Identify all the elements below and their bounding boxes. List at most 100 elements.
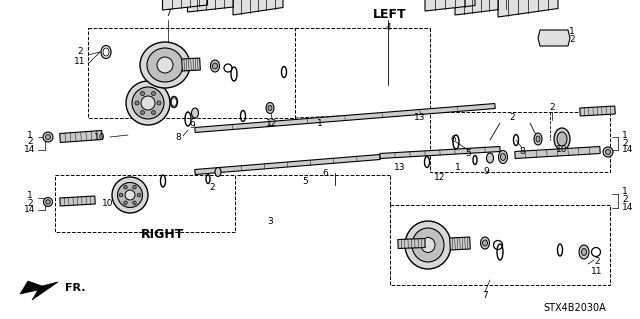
Ellipse shape [152, 110, 156, 115]
Ellipse shape [554, 128, 570, 150]
Polygon shape [450, 237, 470, 250]
Text: STX4B2030A: STX4B2030A [543, 303, 606, 313]
Text: 1: 1 [27, 130, 33, 139]
Ellipse shape [500, 153, 506, 160]
Text: 11: 11 [74, 57, 86, 66]
Text: 2: 2 [569, 35, 575, 44]
Text: 9: 9 [483, 167, 489, 176]
Text: 8: 8 [175, 133, 181, 143]
Text: 12: 12 [435, 174, 445, 182]
Ellipse shape [112, 177, 148, 213]
Ellipse shape [152, 92, 156, 95]
Ellipse shape [412, 228, 444, 262]
Text: 2: 2 [549, 103, 555, 113]
Text: LEFT: LEFT [373, 8, 407, 20]
Text: 7: 7 [482, 292, 488, 300]
Polygon shape [455, 0, 515, 15]
Text: 2: 2 [27, 137, 33, 146]
Polygon shape [60, 130, 102, 143]
Ellipse shape [268, 106, 272, 110]
Ellipse shape [119, 193, 123, 197]
Ellipse shape [211, 60, 220, 72]
Text: FR.: FR. [65, 283, 86, 293]
Ellipse shape [212, 63, 218, 69]
Polygon shape [380, 146, 500, 159]
Ellipse shape [135, 101, 139, 105]
Ellipse shape [140, 42, 190, 88]
Ellipse shape [405, 221, 451, 269]
Ellipse shape [124, 185, 127, 189]
Ellipse shape [486, 153, 493, 163]
Text: 13: 13 [394, 164, 406, 173]
Ellipse shape [481, 237, 490, 249]
Polygon shape [580, 106, 615, 116]
Text: 14: 14 [622, 204, 634, 212]
Text: 1: 1 [622, 130, 628, 139]
Text: 1: 1 [317, 118, 323, 128]
Text: 4: 4 [385, 24, 391, 33]
Ellipse shape [605, 150, 611, 154]
Ellipse shape [137, 193, 141, 197]
Ellipse shape [132, 201, 136, 204]
Ellipse shape [43, 132, 53, 142]
Text: 13: 13 [414, 114, 426, 122]
Text: 1: 1 [569, 27, 575, 36]
Ellipse shape [215, 167, 221, 176]
Text: 7: 7 [165, 10, 171, 19]
Polygon shape [498, 0, 558, 17]
Polygon shape [195, 154, 380, 174]
Text: 3: 3 [267, 218, 273, 226]
Text: 1: 1 [622, 188, 628, 197]
Polygon shape [398, 239, 425, 249]
Polygon shape [538, 30, 570, 46]
Ellipse shape [483, 240, 488, 246]
Ellipse shape [126, 81, 170, 125]
Text: 12: 12 [266, 118, 278, 128]
Text: 10: 10 [94, 132, 106, 142]
Text: 6: 6 [322, 168, 328, 177]
Ellipse shape [603, 147, 613, 157]
Ellipse shape [44, 197, 52, 206]
Polygon shape [188, 0, 243, 12]
Text: 2: 2 [27, 198, 33, 207]
Ellipse shape [499, 151, 508, 164]
Polygon shape [195, 103, 495, 132]
Polygon shape [515, 146, 600, 159]
Text: 1: 1 [455, 164, 461, 173]
Text: 10: 10 [102, 199, 114, 209]
Text: 6: 6 [450, 136, 456, 145]
Text: 10: 10 [556, 145, 568, 154]
Text: 5: 5 [302, 177, 308, 187]
Text: 14: 14 [24, 205, 36, 214]
Text: 2: 2 [594, 257, 600, 266]
Text: 1: 1 [27, 191, 33, 201]
Text: RIGHT: RIGHT [141, 227, 185, 241]
Ellipse shape [582, 249, 586, 256]
Text: 11: 11 [591, 268, 603, 277]
Text: 8: 8 [519, 147, 525, 157]
Text: 14: 14 [24, 145, 36, 154]
Text: 2: 2 [209, 183, 215, 192]
Ellipse shape [147, 48, 183, 82]
Text: 2: 2 [77, 48, 83, 56]
Ellipse shape [557, 132, 567, 146]
Ellipse shape [132, 87, 164, 119]
Ellipse shape [266, 102, 274, 114]
Polygon shape [163, 0, 207, 10]
Ellipse shape [534, 133, 542, 145]
Ellipse shape [45, 135, 51, 139]
Text: 9: 9 [189, 121, 195, 130]
Ellipse shape [141, 92, 145, 95]
Ellipse shape [125, 190, 135, 200]
Ellipse shape [421, 238, 435, 253]
Polygon shape [182, 58, 200, 71]
Text: 5: 5 [465, 150, 471, 159]
Text: 2: 2 [622, 138, 628, 147]
Ellipse shape [118, 182, 143, 207]
Polygon shape [60, 196, 95, 206]
Polygon shape [20, 281, 58, 300]
Ellipse shape [536, 136, 540, 142]
Ellipse shape [45, 200, 51, 204]
Ellipse shape [141, 110, 145, 115]
Text: 2: 2 [622, 196, 628, 204]
